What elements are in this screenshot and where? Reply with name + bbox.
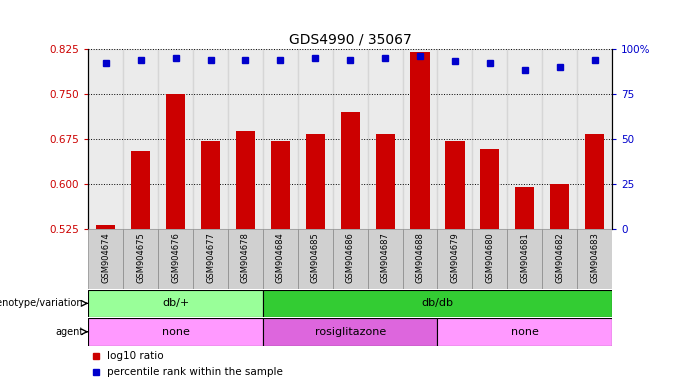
Text: GSM904676: GSM904676: [171, 232, 180, 283]
Text: none: none: [162, 327, 190, 337]
Bar: [263, 290, 612, 317]
Bar: [263, 229, 298, 289]
Bar: [507, 49, 542, 229]
Text: GSM904684: GSM904684: [276, 232, 285, 283]
Text: genotype/variation: genotype/variation: [0, 298, 83, 308]
Text: log10 ratio: log10 ratio: [107, 351, 163, 361]
Text: db/+: db/+: [162, 298, 189, 308]
Bar: [201, 141, 220, 229]
Text: GSM904688: GSM904688: [415, 232, 424, 283]
Bar: [298, 49, 333, 229]
Text: percentile rank within the sample: percentile rank within the sample: [107, 367, 283, 377]
Bar: [158, 49, 193, 229]
Text: GSM904674: GSM904674: [101, 232, 110, 283]
Bar: [515, 187, 534, 229]
Text: GSM904675: GSM904675: [136, 232, 146, 283]
Bar: [542, 229, 577, 289]
Text: GSM904683: GSM904683: [590, 232, 599, 283]
Bar: [131, 151, 150, 229]
Bar: [263, 318, 437, 346]
Bar: [123, 49, 158, 229]
Bar: [306, 134, 325, 229]
Bar: [473, 229, 507, 289]
Bar: [403, 229, 437, 289]
Text: rosiglitazone: rosiglitazone: [315, 327, 386, 337]
Bar: [166, 94, 185, 229]
Text: GSM904687: GSM904687: [381, 232, 390, 283]
Bar: [341, 112, 360, 229]
Bar: [88, 229, 123, 289]
Bar: [368, 229, 403, 289]
Bar: [333, 49, 368, 229]
Bar: [298, 229, 333, 289]
Bar: [88, 290, 263, 317]
Text: GSM904685: GSM904685: [311, 232, 320, 283]
Bar: [236, 131, 255, 229]
Bar: [480, 149, 499, 229]
Bar: [473, 49, 507, 229]
Bar: [228, 229, 263, 289]
Text: GSM904686: GSM904686: [345, 232, 355, 283]
Bar: [193, 49, 228, 229]
Bar: [123, 229, 158, 289]
Bar: [228, 49, 263, 229]
Bar: [97, 225, 116, 229]
Bar: [271, 141, 290, 229]
Text: GSM904677: GSM904677: [206, 232, 215, 283]
Bar: [542, 49, 577, 229]
Bar: [403, 49, 437, 229]
Bar: [158, 229, 193, 289]
Bar: [88, 49, 123, 229]
Text: none: none: [511, 327, 539, 337]
Bar: [585, 134, 604, 229]
Text: GSM904680: GSM904680: [486, 232, 494, 283]
Text: GSM904682: GSM904682: [555, 232, 564, 283]
Bar: [193, 229, 228, 289]
Bar: [550, 184, 569, 229]
Bar: [88, 318, 263, 346]
Bar: [333, 229, 368, 289]
Bar: [437, 318, 612, 346]
Text: db/db: db/db: [422, 298, 454, 308]
Bar: [411, 52, 430, 229]
Text: GSM904679: GSM904679: [450, 232, 460, 283]
Bar: [445, 141, 464, 229]
Title: GDS4990 / 35067: GDS4990 / 35067: [289, 32, 411, 46]
Bar: [577, 229, 612, 289]
Text: GSM904678: GSM904678: [241, 232, 250, 283]
Bar: [507, 229, 542, 289]
Bar: [368, 49, 403, 229]
Bar: [577, 49, 612, 229]
Bar: [263, 49, 298, 229]
Text: GSM904681: GSM904681: [520, 232, 529, 283]
Bar: [437, 49, 473, 229]
Text: agent: agent: [55, 327, 83, 337]
Bar: [437, 229, 473, 289]
Bar: [375, 134, 394, 229]
